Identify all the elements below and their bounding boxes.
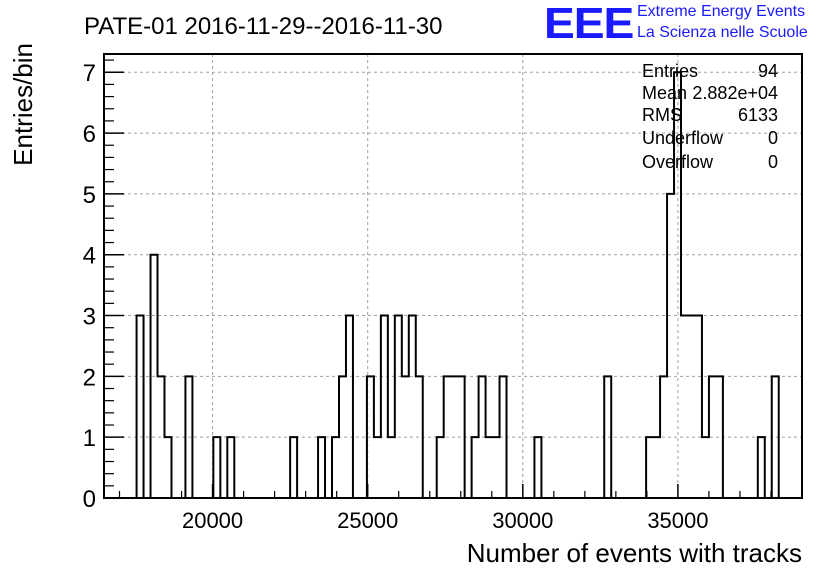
y-tick-label: 1	[83, 425, 96, 452]
y-tick-label: 2	[83, 364, 96, 391]
stats-entries-value: 94	[758, 61, 778, 81]
x-tick-label: 35000	[647, 508, 708, 533]
stats-mean-label: Mean	[642, 83, 687, 103]
x-tick-label: 25000	[337, 508, 398, 533]
y-tick-label: 6	[83, 121, 96, 148]
x-tick-label: 30000	[492, 508, 553, 533]
y-tick-label: 7	[83, 60, 96, 87]
logo-line-1: Extreme Energy Events	[637, 3, 806, 20]
y-axis-label: Entries/bin	[8, 43, 38, 166]
stats-underflow-label: Underflow	[642, 128, 724, 148]
y-tick-label: 0	[83, 486, 96, 513]
stats-rms-value: 6133	[738, 105, 778, 125]
stats-mean-value: 2.882e+04	[692, 83, 778, 103]
stats-overflow-value: 0	[768, 152, 778, 172]
stats-box: Entries 94 Mean 2.882e+04 RMS 6133 Under…	[642, 61, 778, 172]
logo-line-2: La Scienza nelle Scuole	[637, 24, 808, 41]
x-tick-label: 20000	[182, 508, 243, 533]
y-tick-label: 4	[83, 243, 96, 270]
stats-underflow-value: 0	[768, 128, 778, 148]
y-tick-label: 3	[83, 304, 96, 331]
stats-entries-label: Entries	[642, 61, 698, 81]
stats-rms-label: RMS	[642, 105, 682, 125]
grid-lines	[104, 54, 802, 498]
stats-overflow-label: Overflow	[642, 152, 714, 172]
eee-logo-mark: EEE	[544, 0, 634, 48]
x-axis-label: Number of events with tracks	[467, 538, 802, 568]
y-tick-label: 5	[83, 182, 96, 209]
chart-title: PATE-01 2016-11-29--2016-11-30	[84, 13, 442, 40]
plot-frame	[103, 53, 803, 499]
axis-ticks: 20000 25000 30000 35000 0 1 2 3 4 5 6 7	[83, 59, 803, 533]
histogram-outline	[135, 71, 780, 499]
